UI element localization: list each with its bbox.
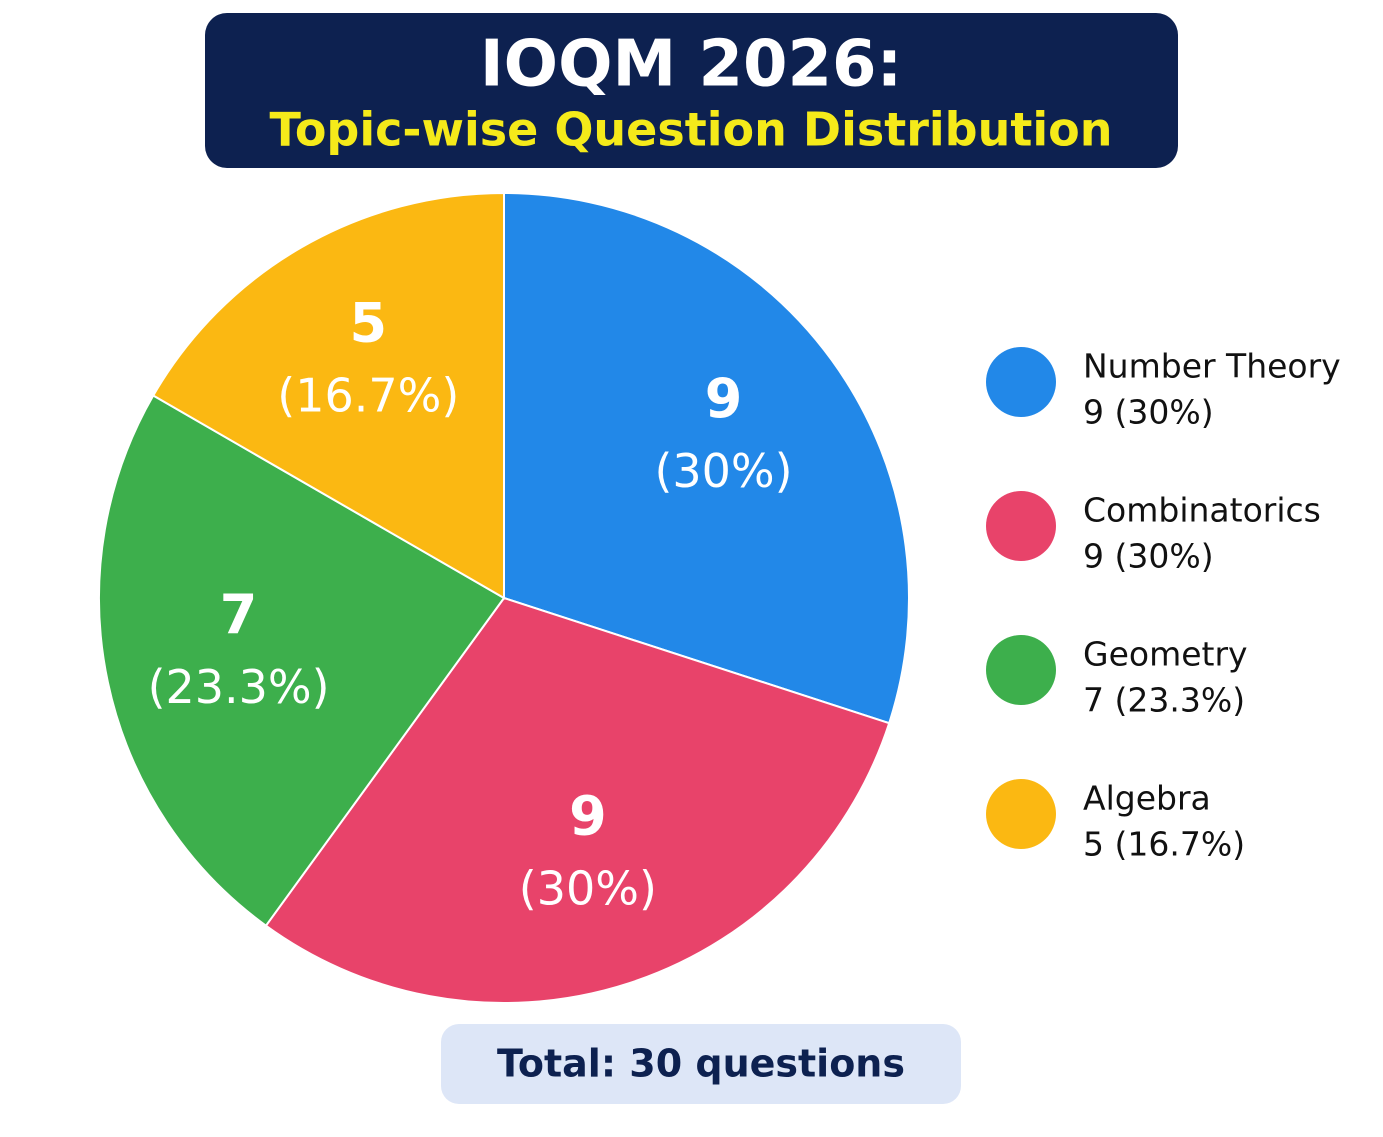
legend-label: Number Theory bbox=[1083, 347, 1341, 386]
slice-percent-label: (30%) bbox=[654, 444, 792, 498]
slice-value-label: 9 bbox=[705, 367, 743, 430]
legend-label: Combinatorics bbox=[1083, 491, 1321, 530]
pie-slice bbox=[503, 191, 910, 725]
legend-value-label: 9 (30%) bbox=[1083, 393, 1214, 432]
slice-value-label: 7 bbox=[220, 583, 258, 646]
legend-label: Geometry bbox=[1083, 635, 1248, 674]
legend-swatch bbox=[986, 779, 1056, 849]
legend-swatch bbox=[986, 491, 1056, 561]
legend-value-label: 5 (16.7%) bbox=[1083, 825, 1245, 864]
legend-value-label: 9 (30%) bbox=[1083, 537, 1214, 576]
total-label: Total: 30 questions bbox=[497, 1042, 905, 1086]
chart-subtitle: Topic-wise Question Distribution bbox=[270, 103, 1113, 157]
total-box bbox=[441, 1024, 961, 1104]
pie-slice bbox=[151, 191, 505, 600]
slice-percent-label: (30%) bbox=[519, 862, 657, 916]
legend-value-label: 7 (23.3%) bbox=[1083, 681, 1245, 720]
slice-percent-label: (23.3%) bbox=[148, 660, 330, 714]
title-box bbox=[205, 13, 1178, 168]
slice-value-label: 9 bbox=[569, 785, 607, 848]
slice-percent-label: (16.7%) bbox=[277, 369, 459, 423]
pie-slice bbox=[98, 394, 506, 928]
slice-value-label: 5 bbox=[350, 292, 388, 355]
legend-label: Algebra bbox=[1083, 779, 1211, 818]
pie-slice bbox=[264, 596, 891, 1004]
legend-swatch bbox=[986, 635, 1056, 705]
legend-swatch bbox=[986, 347, 1056, 417]
chart-title: IOQM 2026: bbox=[480, 28, 902, 102]
